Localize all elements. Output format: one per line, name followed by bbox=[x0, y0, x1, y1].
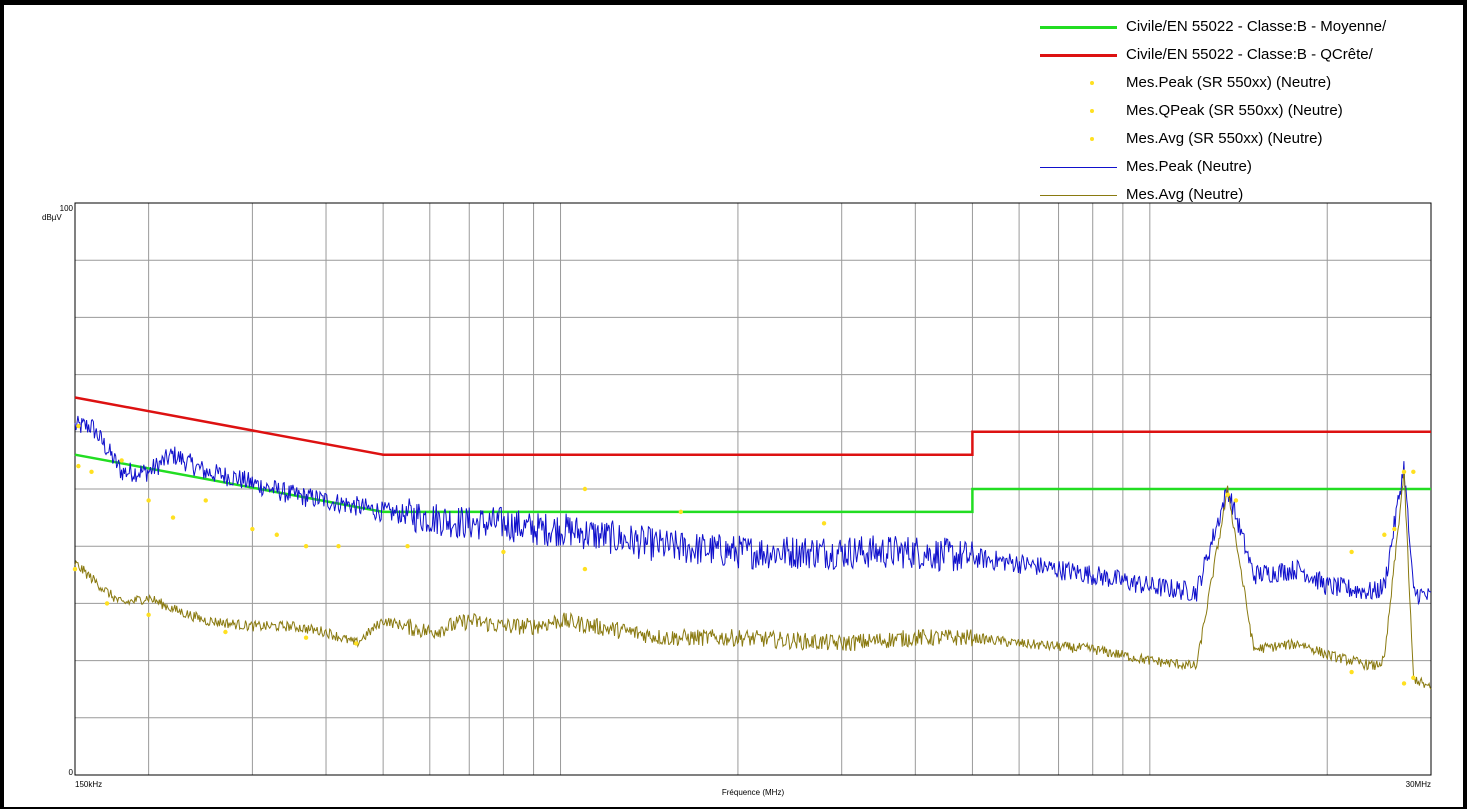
measurement-point bbox=[821, 521, 827, 526]
measurement-point bbox=[336, 544, 341, 549]
measurement-point bbox=[72, 566, 78, 572]
y-axis-label: dBµV bbox=[42, 213, 62, 222]
legend-line-swatch bbox=[1040, 26, 1117, 29]
x-tick-label: 150kHz bbox=[75, 780, 102, 789]
legend-line-swatch bbox=[1040, 54, 1117, 57]
legend-label: Civile/EN 55022 - Classe:B - QCrête/ bbox=[1126, 46, 1373, 63]
legend-item: Civile/EN 55022 - Classe:B - Moyenne/ bbox=[1040, 14, 1440, 42]
x-tick-label: 30MHz bbox=[1406, 780, 1431, 789]
measurement-point bbox=[119, 458, 124, 463]
measurement-point bbox=[1225, 492, 1230, 497]
measurement-point bbox=[76, 423, 81, 429]
legend-item: Mes.Peak (SR 550xx) (Neutre) bbox=[1040, 70, 1440, 98]
legend-item: Mes.Avg (SR 550xx) (Neutre) bbox=[1040, 126, 1440, 154]
chart-legend: Civile/EN 55022 - Classe:B - Moyenne/Civ… bbox=[1040, 14, 1440, 210]
legend-item: Mes.Avg (Neutre) bbox=[1040, 182, 1440, 210]
measurement-point bbox=[76, 463, 81, 469]
measurement-point bbox=[303, 635, 309, 640]
measurement-point bbox=[353, 641, 359, 646]
legend-label: Civile/EN 55022 - Classe:B - Moyenne/ bbox=[1126, 18, 1387, 35]
legend-dot-swatch bbox=[1090, 109, 1094, 113]
legend-label: Mes.Peak (Neutre) bbox=[1126, 158, 1252, 175]
x-axis-label: Fréquence (MHz) bbox=[722, 788, 785, 797]
measurement-point bbox=[89, 469, 94, 475]
legend-item: Civile/EN 55022 - Classe:B - QCrête/ bbox=[1040, 42, 1440, 70]
legend-dot-swatch bbox=[1090, 81, 1094, 85]
legend-label: Mes.QPeak (SR 550xx) (Neutre) bbox=[1126, 102, 1343, 119]
measurement-point bbox=[1411, 469, 1416, 475]
measurement-point bbox=[1382, 532, 1387, 537]
measurement-point bbox=[203, 498, 208, 503]
legend-line-swatch bbox=[1040, 195, 1117, 196]
measurement-point bbox=[1349, 549, 1354, 555]
y-tick-label: 100 bbox=[60, 204, 74, 213]
measurement-point bbox=[678, 509, 684, 515]
measurement-point bbox=[405, 544, 410, 549]
measurement-point bbox=[1349, 669, 1354, 675]
measurement-point bbox=[1233, 498, 1239, 503]
legend-item: Mes.Peak (Neutre) bbox=[1040, 154, 1440, 182]
limit-line bbox=[74, 396, 1431, 456]
legend-label: Mes.Peak (SR 550xx) (Neutre) bbox=[1126, 74, 1332, 91]
legend-label: Mes.Avg (SR 550xx) (Neutre) bbox=[1126, 130, 1323, 147]
measurement-point bbox=[1392, 526, 1397, 532]
measurement-point bbox=[250, 526, 255, 532]
measurement-point bbox=[274, 532, 279, 537]
legend-item: Mes.QPeak (SR 550xx) (Neutre) bbox=[1040, 98, 1440, 126]
points-layer bbox=[72, 423, 1416, 686]
series-layer bbox=[74, 396, 1432, 690]
measurement-point bbox=[1401, 681, 1407, 686]
measurement-point bbox=[104, 601, 110, 606]
measurement-point bbox=[223, 629, 228, 635]
legend-line-swatch bbox=[1040, 167, 1117, 168]
measurement-point bbox=[170, 515, 176, 520]
series-line bbox=[74, 415, 1432, 606]
measurement-point bbox=[501, 549, 506, 555]
limit-line bbox=[74, 453, 1431, 514]
measurement-point bbox=[582, 486, 588, 492]
measurement-point bbox=[582, 566, 588, 572]
measurement-point bbox=[1411, 675, 1416, 680]
measurement-point bbox=[1401, 469, 1407, 475]
legend-label: Mes.Avg (Neutre) bbox=[1126, 186, 1244, 203]
series-line bbox=[74, 469, 1432, 690]
measurement-point bbox=[146, 612, 151, 618]
legend-dot-swatch bbox=[1090, 137, 1094, 141]
measurement-point bbox=[146, 498, 151, 503]
measurement-point bbox=[303, 544, 309, 549]
y-tick-label: 0 bbox=[69, 768, 74, 777]
